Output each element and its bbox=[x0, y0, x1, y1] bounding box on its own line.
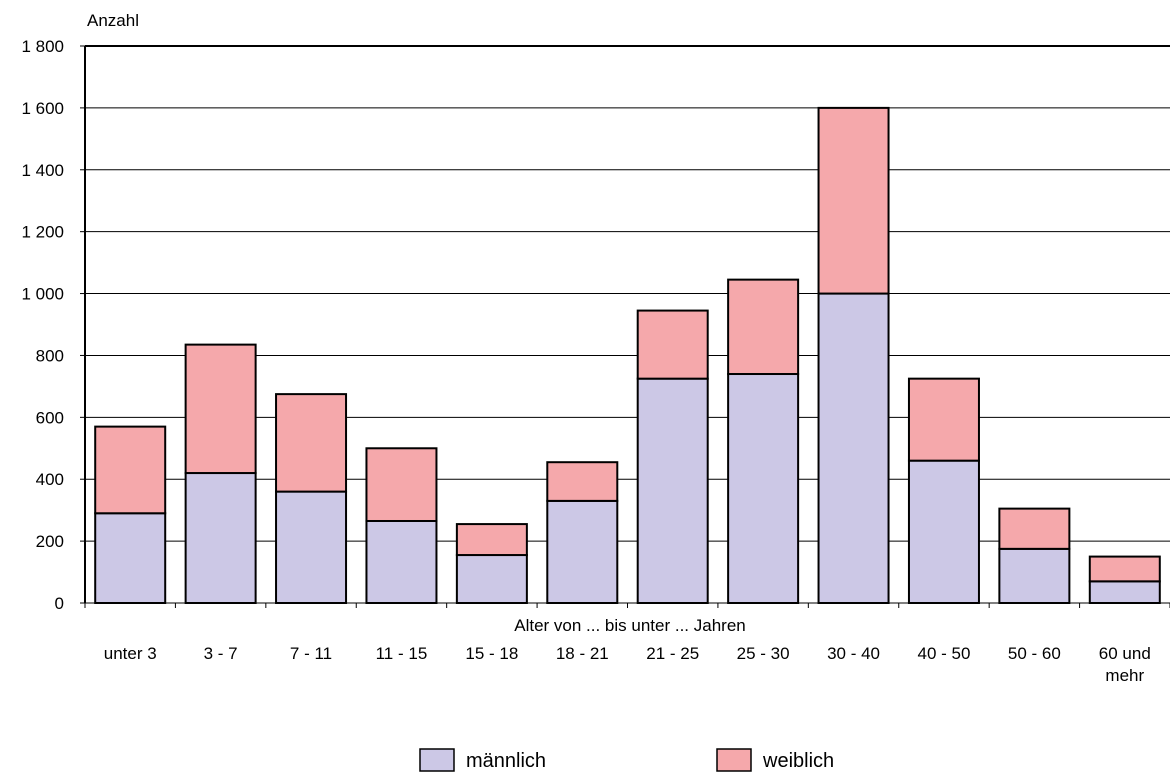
x-tick-label: 11 - 15 bbox=[376, 644, 428, 663]
bar-weiblich bbox=[94, 425, 167, 515]
bar-weiblich bbox=[907, 377, 980, 462]
bar-weiblich bbox=[998, 507, 1071, 550]
y-tick-label: 400 bbox=[36, 470, 64, 489]
tick-labels: 0 200 400 600 800 1 000 1 200 1 400 1 600 1 800 un… bbox=[21, 37, 1150, 685]
axes bbox=[84, 46, 1170, 608]
y-tick-label: 800 bbox=[36, 346, 64, 365]
x-axis-title: Alter von ... bis unter ... Jahren bbox=[514, 616, 746, 635]
x-tick-label: 50 - 60 bbox=[1008, 644, 1061, 663]
x-tick-label: 18 - 21 bbox=[556, 644, 609, 663]
y-tick-label: 0 bbox=[55, 594, 64, 613]
bar-maennlich bbox=[636, 377, 709, 604]
bar-weiblich bbox=[546, 461, 619, 502]
bar-weiblich bbox=[817, 106, 890, 295]
bar-maennlich bbox=[184, 472, 257, 604]
bar-maennlich bbox=[727, 373, 800, 604]
bar-maennlich bbox=[275, 490, 348, 605]
y-tick-label: 1 000 bbox=[21, 285, 64, 304]
bar-weiblich bbox=[455, 523, 528, 557]
y-tick-label: 1 400 bbox=[21, 161, 64, 180]
x-tick-label: 3 - 7 bbox=[204, 644, 238, 663]
bar-maennlich bbox=[365, 519, 438, 604]
bars bbox=[94, 106, 1161, 605]
x-tick-label: unter 3 bbox=[104, 644, 157, 663]
bar-maennlich bbox=[1088, 580, 1161, 604]
x-tick-label: 30 - 40 bbox=[827, 644, 880, 663]
legend-label-maennlich: männlich bbox=[466, 750, 546, 772]
y-tick-label: 600 bbox=[36, 408, 64, 427]
bar-weiblich bbox=[636, 309, 709, 380]
bar-weiblich bbox=[275, 393, 348, 493]
legend-swatch-weiblich bbox=[716, 748, 752, 772]
grid-lines bbox=[80, 45, 1170, 604]
x-tick-label: 60 und mehr bbox=[1099, 644, 1151, 685]
bar-maennlich bbox=[94, 512, 167, 604]
bar-maennlich bbox=[455, 554, 528, 605]
x-tick-label: 25 - 30 bbox=[737, 644, 790, 663]
bar-weiblich bbox=[1088, 555, 1161, 583]
legend-label-weiblich: weiblich bbox=[762, 750, 834, 772]
legend-swatch-maennlich bbox=[419, 748, 455, 772]
bar-maennlich bbox=[907, 459, 980, 604]
y-tick-label: 1 800 bbox=[21, 37, 64, 56]
x-tick-label: 15 - 18 bbox=[465, 644, 518, 663]
x-tick-label: 40 - 50 bbox=[917, 644, 970, 663]
bar-maennlich bbox=[546, 499, 619, 604]
x-tick-label: 7 - 11 bbox=[290, 644, 332, 663]
x-tick-label: 21 - 25 bbox=[646, 644, 699, 663]
y-tick-label: 1 200 bbox=[21, 223, 64, 242]
bar-weiblich bbox=[727, 278, 800, 376]
y-axis-title: Anzahl bbox=[87, 11, 139, 30]
y-tick-label: 1 600 bbox=[21, 99, 64, 118]
legend: männlich weiblich bbox=[419, 748, 834, 772]
bar-weiblich bbox=[184, 343, 257, 475]
bar-maennlich bbox=[817, 292, 890, 604]
y-tick-label: 200 bbox=[36, 532, 64, 551]
bar-maennlich bbox=[998, 547, 1071, 605]
bar-weiblich bbox=[365, 447, 438, 522]
